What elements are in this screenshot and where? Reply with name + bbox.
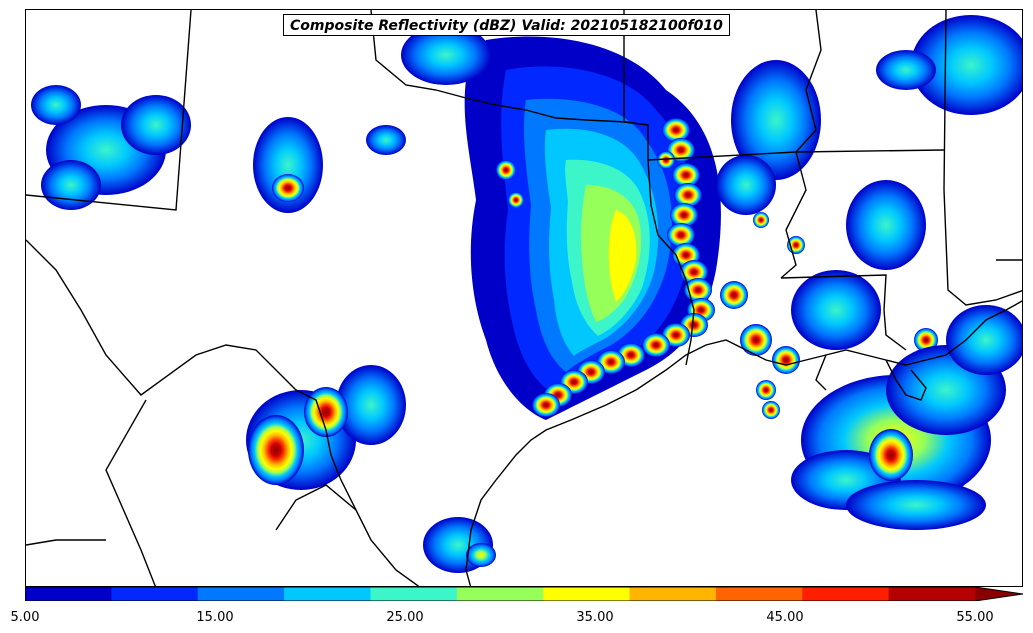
storm-cell — [496, 160, 516, 180]
storm-cell — [753, 212, 769, 228]
boundaries — [26, 10, 1022, 586]
south-texas-cluster — [423, 517, 496, 573]
squall-cell — [670, 203, 698, 227]
storm-cell — [720, 281, 748, 309]
colorbar-segment — [111, 587, 199, 601]
colorbar-segment — [802, 587, 890, 601]
northeast-echoes — [366, 15, 1022, 350]
colorbar-segment — [370, 587, 458, 601]
colorbar-tick-label: 25.00 — [386, 610, 424, 625]
colorbar-segment — [888, 587, 976, 601]
colorbar-tick-label: 45.00 — [766, 610, 804, 625]
storm-cell — [914, 328, 938, 352]
storm-cell — [772, 346, 800, 374]
storm-cell — [740, 324, 772, 356]
colorbar-segment — [629, 587, 717, 601]
colorbar-tick-label: 35.00 — [576, 610, 614, 625]
northwest-band — [31, 85, 191, 210]
scattered-cells — [496, 151, 938, 419]
colorbar-tick-label: 15.00 — [196, 610, 234, 625]
squall-cell — [662, 118, 690, 142]
west-texas-cluster — [246, 117, 406, 490]
storm-cell — [756, 380, 776, 400]
squall-cell — [532, 393, 560, 417]
squall-cell — [674, 183, 702, 207]
reflectivity-map — [25, 9, 1023, 587]
storm-cell — [657, 151, 675, 169]
squall-cell — [672, 163, 700, 187]
colorbar-extend-arrow — [975, 587, 1023, 601]
colorbar-segment — [284, 587, 371, 601]
colorbar-segment — [25, 587, 112, 601]
colorbar-segment — [197, 587, 285, 601]
central-echo-region — [464, 36, 721, 420]
squall-cell — [684, 278, 712, 302]
squall-cell — [642, 333, 670, 357]
storm-cell — [762, 401, 780, 419]
colorbar-tick-label: 5.00 — [10, 610, 40, 625]
map-title: Composite Reflectivity (dBZ) Valid: 2021… — [283, 14, 730, 36]
squall-cell — [667, 223, 695, 247]
colorbar-tick-label: 55.00 — [956, 610, 994, 625]
colorbar — [25, 587, 1023, 601]
colorbar-segment — [543, 587, 631, 601]
squall-cell — [680, 260, 708, 284]
colorbar-segment — [456, 587, 544, 601]
louisiana-cluster — [791, 305, 1022, 530]
storm-cell — [508, 192, 524, 208]
colorbar-segment — [715, 587, 803, 601]
